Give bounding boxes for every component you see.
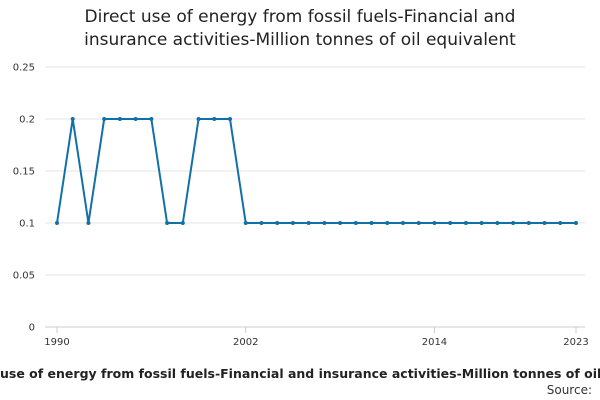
y-tick-label: 0 xyxy=(29,323,35,334)
chart-title-line-1: Direct use of energy from fossil fuels-F… xyxy=(84,7,516,27)
legend-label: use of energy from fossil fuels-Financia… xyxy=(0,366,600,381)
x-tick-label: 2002 xyxy=(233,337,258,348)
chart-title-line-2: insurance activities-Million tonnes of o… xyxy=(84,30,516,50)
y-tick-label: 0.2 xyxy=(19,115,35,126)
y-axis: 0 0.05 0.1 0.15 0.2 0.25 xyxy=(13,63,35,334)
data-point[interactable] xyxy=(86,221,91,225)
data-point[interactable] xyxy=(243,221,248,225)
y-tick-label: 0.05 xyxy=(13,271,35,282)
data-point[interactable] xyxy=(401,221,405,225)
data-point[interactable] xyxy=(117,117,122,121)
data-point[interactable] xyxy=(369,221,374,225)
gridlines xyxy=(45,66,585,328)
y-tick-label: 0.25 xyxy=(13,63,35,74)
data-point[interactable] xyxy=(526,221,531,225)
data-point[interactable] xyxy=(228,117,232,121)
data-point[interactable] xyxy=(70,117,75,121)
data-point[interactable] xyxy=(322,221,327,225)
y-tick-label: 0.15 xyxy=(13,167,35,178)
data-point[interactable] xyxy=(432,221,437,225)
data-point[interactable] xyxy=(102,117,107,121)
series-line xyxy=(56,118,576,224)
x-tick-label: 2023 xyxy=(563,337,588,348)
data-point[interactable] xyxy=(353,221,358,225)
data-point[interactable] xyxy=(275,221,280,225)
data-point[interactable] xyxy=(149,117,154,121)
data-point[interactable] xyxy=(196,117,201,121)
data-point[interactable] xyxy=(416,221,421,225)
data-point[interactable] xyxy=(55,221,59,225)
data-point[interactable] xyxy=(338,221,343,225)
chart-title: Direct use of energy from fossil fuels-F… xyxy=(0,6,600,52)
x-tick-label: 1990 xyxy=(44,337,69,348)
data-point[interactable] xyxy=(479,221,484,225)
data-point[interactable] xyxy=(290,221,295,225)
data-point[interactable] xyxy=(306,221,311,225)
data-point[interactable] xyxy=(133,117,138,121)
series-group xyxy=(55,117,578,225)
data-point[interactable] xyxy=(212,117,217,121)
data-point[interactable] xyxy=(495,221,500,225)
data-point[interactable] xyxy=(542,221,547,225)
data-point[interactable] xyxy=(180,221,185,225)
x-axis: 1990 2002 2014 2023 xyxy=(44,327,589,348)
data-point[interactable] xyxy=(448,221,453,225)
y-tick-label: 0.1 xyxy=(19,219,35,230)
data-point[interactable] xyxy=(259,221,264,225)
data-point[interactable] xyxy=(463,221,468,225)
data-point[interactable] xyxy=(165,221,170,225)
data-point[interactable] xyxy=(511,221,516,225)
data-point[interactable] xyxy=(574,221,578,225)
source-label: Source: xyxy=(546,383,592,397)
data-point[interactable] xyxy=(385,221,390,225)
data-point[interactable] xyxy=(558,221,563,225)
x-tick-label: 2014 xyxy=(422,337,447,348)
